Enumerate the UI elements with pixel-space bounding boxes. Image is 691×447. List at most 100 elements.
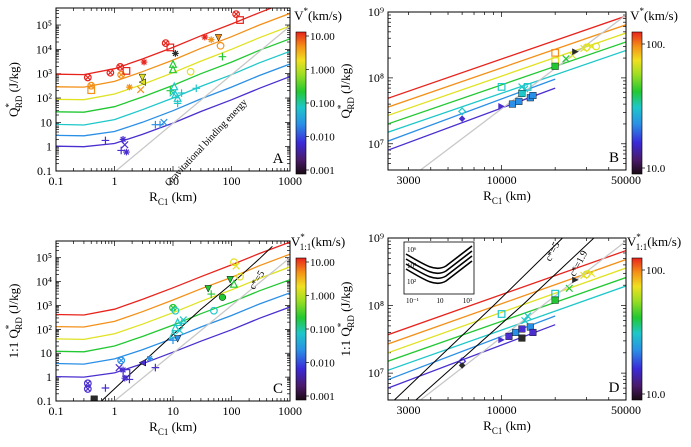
colorbar-gradient bbox=[631, 31, 643, 175]
inset-curve bbox=[405, 255, 473, 280]
data-point-circle bbox=[209, 306, 218, 315]
colorbar-tick-label: 0.001 bbox=[310, 165, 335, 177]
data-point-plus bbox=[177, 89, 186, 97]
series-line bbox=[114, 25, 290, 171]
plot-frame bbox=[55, 7, 291, 172]
data-point-square bbox=[551, 62, 559, 70]
data-point-triangle bbox=[204, 285, 212, 293]
x-tick-label: 10000 bbox=[487, 173, 517, 187]
data-point-star bbox=[121, 374, 129, 382]
data-point-x bbox=[179, 316, 188, 324]
data-point-square bbox=[551, 296, 559, 304]
data-point-square bbox=[529, 328, 537, 336]
y-tick-label: 10² bbox=[36, 322, 52, 336]
data-point-circle bbox=[582, 43, 591, 52]
data-point-circle-x bbox=[117, 356, 126, 365]
colorbar-tick-label: 0.100 bbox=[310, 324, 335, 336]
data-point-circle-x bbox=[85, 380, 91, 386]
data-point-square bbox=[122, 66, 131, 75]
colorbar-tick-label: 100. bbox=[646, 39, 666, 51]
data-point-plus bbox=[125, 375, 134, 384]
series-line bbox=[114, 257, 290, 401]
panel-label: B bbox=[609, 150, 619, 166]
data-point-star bbox=[146, 355, 154, 362]
x-axis-label: RC1 (km) bbox=[483, 188, 531, 206]
colorbar-tick-label: 1.000 bbox=[310, 291, 335, 303]
data-point-circle-x bbox=[232, 10, 241, 19]
series-line bbox=[56, 241, 290, 316]
data-point-x bbox=[121, 141, 129, 149]
data-point-square bbox=[87, 86, 96, 95]
series-line bbox=[56, 8, 274, 76]
data-point-square bbox=[515, 97, 523, 105]
colorbar: V* 1:1(km/s) 100. 10.0 bbox=[627, 232, 681, 401]
inset-curve bbox=[405, 245, 473, 270]
series-line bbox=[415, 238, 595, 400]
series-line bbox=[388, 285, 626, 371]
series-line bbox=[56, 50, 290, 126]
series-line bbox=[420, 240, 626, 400]
series-line bbox=[56, 63, 290, 137]
inset-x-tick-label: 10⁻¹ bbox=[406, 297, 419, 305]
x-tick-label: 10 bbox=[167, 404, 179, 418]
data-point-circle bbox=[186, 67, 195, 76]
data-point-circle-x bbox=[107, 70, 113, 76]
data-point-circle-x bbox=[85, 386, 91, 392]
data-point-x bbox=[565, 284, 573, 293]
data-point-circle-x bbox=[83, 73, 92, 82]
panel-label: D bbox=[609, 380, 620, 396]
y-tick-label: 0.1 bbox=[37, 394, 52, 408]
colorbar-label: V*(km/s) bbox=[630, 6, 678, 23]
y-tick-label: 10⁸ bbox=[368, 299, 384, 313]
data-point-x bbox=[175, 326, 184, 335]
data-point-circle bbox=[592, 42, 601, 51]
panel-c: 0.1 1 10 100 1000 0.1 1 10 10² 10³ 10⁴ 10⁵ RC1 (km) 1… bbox=[4, 232, 345, 437]
data-point-star bbox=[126, 83, 133, 91]
data-point-plus bbox=[218, 52, 227, 61]
colorbar-label: V*(km/s) bbox=[294, 6, 342, 23]
data-point-triangle bbox=[138, 73, 147, 82]
x-tick-label: 10 bbox=[167, 174, 179, 188]
colorbar-tick-label: 1.000 bbox=[310, 65, 335, 77]
y-tick-label: 10³ bbox=[36, 67, 52, 81]
plot-frame bbox=[55, 240, 291, 402]
data-point-plus bbox=[101, 384, 110, 392]
panel-a: 0.1 1 10 100 1000 0.1 1 10 10² 10³ 10⁴ 10⁵ RC1 (km) Q… bbox=[4, 6, 342, 207]
colorbar-label: V* 1:1(km/s) bbox=[627, 232, 681, 252]
data-point-square bbox=[518, 325, 526, 333]
data-point-square bbox=[505, 332, 513, 340]
series-line bbox=[56, 306, 290, 378]
series-line bbox=[56, 279, 290, 353]
y-axis-label: 1:1 Q*RD (J/kg) bbox=[336, 282, 356, 357]
series-line bbox=[388, 15, 626, 99]
data-point-square bbox=[518, 89, 526, 97]
data-point-x bbox=[169, 89, 177, 97]
x-tick-label: 1000 bbox=[278, 174, 302, 188]
inset-plot: 10⁻¹ 10 10³ 10⁶ 10⁴ 10² bbox=[403, 241, 475, 305]
colorbar-gradient bbox=[295, 31, 307, 175]
data-point-triangle bbox=[138, 359, 146, 367]
data-point-x bbox=[562, 55, 570, 63]
data-point-plus bbox=[117, 146, 125, 155]
data-point-square bbox=[518, 334, 526, 342]
data-point-circle bbox=[236, 272, 244, 281]
y-tick-label: 0.1 bbox=[37, 164, 52, 178]
data-point-x bbox=[232, 262, 240, 270]
data-markers bbox=[457, 42, 601, 123]
data-point-diamond bbox=[458, 115, 466, 123]
data-point-plus bbox=[151, 363, 160, 372]
colorbar-tick-label: 0.010 bbox=[310, 358, 335, 370]
x-tick-label: 1 bbox=[112, 404, 118, 418]
data-markers bbox=[457, 269, 596, 369]
inset-y-tick-label: 10⁴ bbox=[407, 262, 417, 270]
data-point-square bbox=[551, 48, 560, 57]
series-line bbox=[388, 324, 556, 389]
data-point-square bbox=[497, 310, 506, 318]
series-lines bbox=[388, 14, 626, 170]
colorbar-gradient bbox=[295, 257, 307, 401]
inset-x-tick-label: 10³ bbox=[463, 297, 472, 305]
data-point-circle bbox=[582, 270, 591, 279]
y-tick-label: 10⁷ bbox=[368, 366, 384, 380]
data-point-circle-x bbox=[83, 385, 92, 393]
annotation-cstar: c*=5 bbox=[247, 269, 267, 292]
